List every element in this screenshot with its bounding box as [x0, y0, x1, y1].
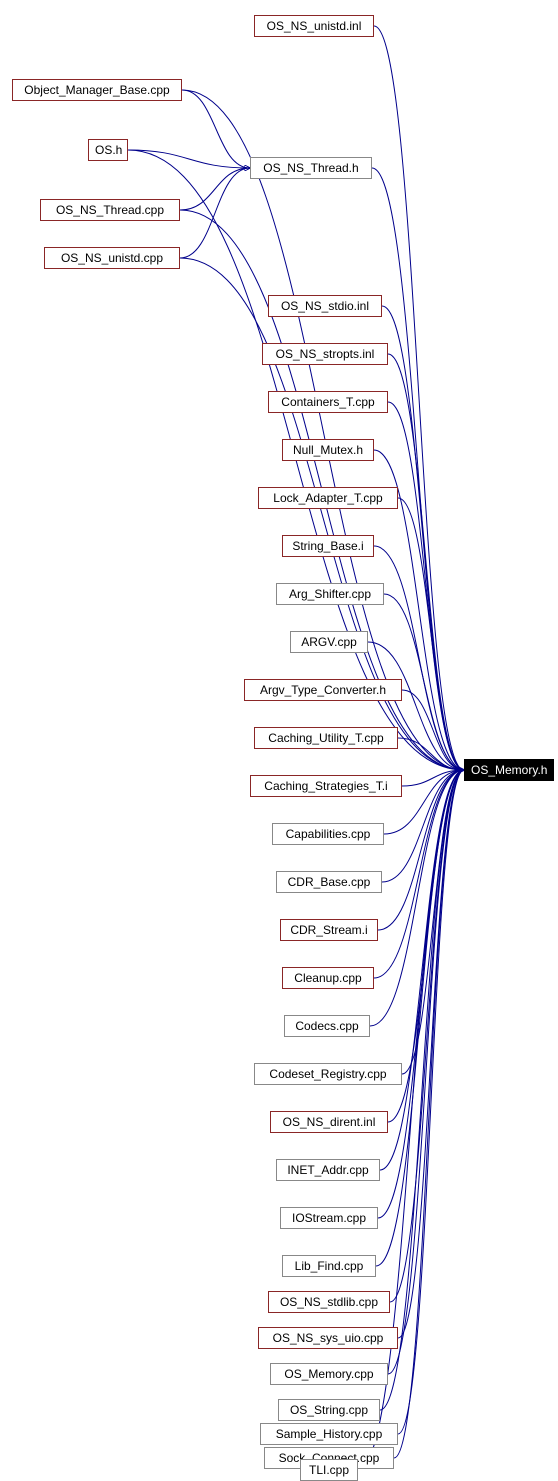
- edge-n3-n4: [128, 150, 250, 168]
- node-n29: OS_NS_sys_uio.cpp: [258, 1327, 398, 1349]
- edge-n25-target: [380, 770, 464, 1170]
- node-n10: Null_Mutex.h: [282, 439, 374, 461]
- edge-n23-target: [402, 770, 464, 1074]
- node-n28: OS_NS_stdlib.cpp: [268, 1291, 390, 1313]
- edge-n32-target: [398, 770, 464, 1434]
- edge-n17-target: [402, 770, 464, 786]
- edge-n28-target: [390, 770, 464, 1302]
- node-n14: ARGV.cpp: [290, 631, 368, 653]
- node-n24: OS_NS_dirent.inl: [270, 1111, 388, 1133]
- node-n3: OS.h: [88, 139, 128, 161]
- node-n19: CDR_Base.cpp: [276, 871, 382, 893]
- node-n9: Containers_T.cpp: [268, 391, 388, 413]
- node-n32: Sample_History.cpp: [260, 1423, 398, 1445]
- node-n27: Lib_Find.cpp: [282, 1255, 376, 1277]
- node-n21: Cleanup.cpp: [282, 967, 374, 989]
- edge-n16-target: [398, 738, 464, 770]
- node-n7: OS_NS_stdio.inl: [268, 295, 382, 317]
- node-n26: IOStream.cpp: [280, 1207, 378, 1229]
- node-n13: Arg_Shifter.cpp: [276, 583, 384, 605]
- node-n23: Codeset_Registry.cpp: [254, 1063, 402, 1085]
- edge-n15-target: [402, 690, 464, 770]
- edge-n26-target: [378, 770, 464, 1218]
- edge-n11-target: [398, 498, 464, 770]
- node-n2: Object_Manager_Base.cpp: [12, 79, 182, 101]
- node-n1: OS_NS_unistd.inl: [254, 15, 374, 37]
- node-n4: OS_NS_Thread.h: [250, 157, 372, 179]
- node-n30: OS_Memory.cpp: [270, 1363, 388, 1385]
- edge-n8-target: [388, 354, 464, 770]
- node-n25: INET_Addr.cpp: [276, 1159, 380, 1181]
- node-n20: CDR_Stream.i: [280, 919, 378, 941]
- node-n34: TLI.cpp: [300, 1459, 358, 1481]
- edge-n22-target: [370, 770, 464, 1026]
- edge-n9-target: [388, 402, 464, 770]
- edge-n2-target: [182, 90, 464, 770]
- edge-n21-target: [374, 770, 464, 978]
- node-n12: String_Base.i: [282, 535, 374, 557]
- edge-n5-n4: [180, 168, 250, 210]
- node-n17: Caching_Strategies_T.i: [250, 775, 402, 797]
- node-n11: Lock_Adapter_T.cpp: [258, 487, 398, 509]
- edge-n27-target: [376, 770, 464, 1266]
- node-n18: Capabilities.cpp: [272, 823, 384, 845]
- edge-n29-target: [398, 770, 464, 1338]
- node-n8: OS_NS_stropts.inl: [262, 343, 388, 365]
- edge-n31-target: [380, 770, 464, 1410]
- edge-n6-n4: [180, 168, 250, 258]
- node-n22: Codecs.cpp: [284, 1015, 370, 1037]
- node-n5: OS_NS_Thread.cpp: [40, 199, 180, 221]
- node-n15: Argv_Type_Converter.h: [244, 679, 402, 701]
- edge-n33-target: [394, 770, 464, 1458]
- node-n6: OS_NS_unistd.cpp: [44, 247, 180, 269]
- node-n16: Caching_Utility_T.cpp: [254, 727, 398, 749]
- node-n31: OS_String.cpp: [278, 1399, 380, 1421]
- edge-n14-target: [368, 642, 464, 770]
- edge-n2-n4: [182, 90, 250, 168]
- node-target: OS_Memory.h: [464, 759, 554, 781]
